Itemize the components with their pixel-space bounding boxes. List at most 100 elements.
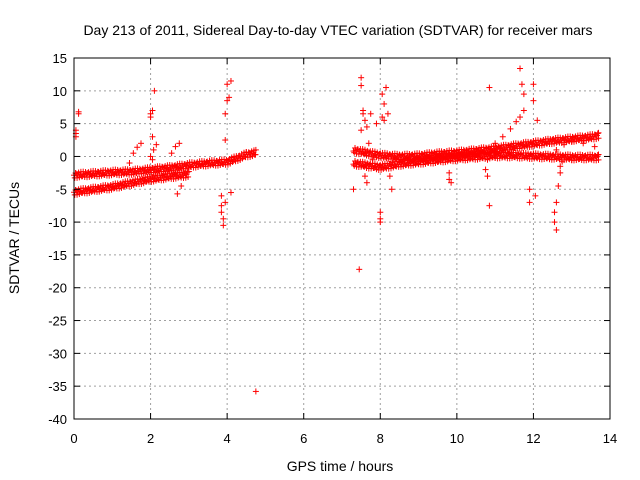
data-point: [557, 169, 564, 176]
data-point: [350, 186, 357, 193]
x-tick-label: 0: [70, 431, 77, 446]
data-point: [530, 97, 537, 104]
data-point: [526, 186, 533, 193]
data-point: [379, 91, 386, 98]
data-point: [484, 173, 491, 180]
data-point: [520, 107, 527, 114]
data-point: [226, 94, 233, 101]
data-point: [553, 146, 560, 153]
data-point: [386, 173, 393, 180]
data-point: [551, 219, 558, 226]
data-point: [555, 182, 562, 189]
data-point: [448, 179, 455, 186]
data-point: [551, 209, 558, 216]
data-point: [220, 222, 227, 229]
data-point: [178, 182, 185, 189]
series-segment-2-scattered: [350, 65, 566, 273]
data-point: [227, 77, 234, 84]
data-point: [591, 143, 598, 150]
chart-title: Day 213 of 2011, Sidereal Day-to-day VTE…: [83, 22, 592, 38]
data-point: [513, 118, 520, 125]
data-point: [553, 199, 560, 206]
data-point: [224, 97, 231, 104]
series-segment-1-band-lower: [71, 168, 192, 198]
data-point: [134, 144, 141, 151]
data-point: [361, 173, 368, 180]
y-tick-label: -30: [48, 346, 67, 361]
data-point: [252, 146, 259, 153]
data-point: [153, 141, 160, 148]
data-point: [172, 143, 179, 150]
data-point: [517, 65, 524, 72]
data-point: [227, 189, 234, 196]
series-segment-1-band-upper: [71, 146, 259, 181]
data-point: [361, 117, 368, 124]
y-tick-label: 5: [60, 117, 67, 132]
x-tick-label: 6: [300, 431, 307, 446]
data-point: [360, 110, 367, 117]
data-point: [526, 199, 533, 206]
data-point: [224, 81, 231, 88]
data-point: [218, 202, 225, 209]
y-tick-label: -15: [48, 248, 67, 263]
data-point: [147, 110, 154, 117]
data-point: [151, 87, 158, 94]
data-point: [149, 107, 156, 114]
data-point: [149, 156, 156, 163]
data-point: [595, 135, 602, 142]
data-point: [553, 226, 560, 233]
plot-frame: [73, 57, 611, 420]
x-tick-label: 12: [526, 431, 540, 446]
data-point: [520, 91, 527, 98]
data-point: [517, 114, 524, 121]
series-segment-1-scattered: [72, 77, 259, 395]
y-tick-label: -20: [48, 281, 67, 296]
data-point: [75, 108, 82, 115]
data-point: [482, 166, 489, 173]
y-tick-label: -5: [55, 182, 67, 197]
x-tick-label: 2: [147, 431, 154, 446]
data-point: [532, 192, 539, 199]
data-points: [71, 65, 602, 395]
data-point: [130, 150, 137, 157]
y-axis-label: SDTVAR / TECUs: [6, 182, 22, 294]
data-point: [499, 133, 506, 140]
data-point: [381, 117, 388, 124]
data-point: [486, 202, 493, 209]
data-point: [384, 110, 391, 117]
data-point: [222, 110, 229, 117]
data-point: [486, 84, 493, 91]
data-point: [377, 209, 384, 216]
data-point: [149, 133, 156, 140]
data-point: [377, 219, 384, 226]
data-point: [484, 156, 491, 163]
data-point: [363, 123, 370, 130]
data-point: [218, 209, 225, 216]
data-point: [126, 160, 133, 167]
data-point: [446, 169, 453, 176]
data-point: [594, 152, 601, 159]
data-point: [222, 137, 229, 144]
data-point: [580, 140, 587, 147]
data-point: [492, 140, 499, 147]
data-point: [373, 120, 380, 127]
series-segment-2-arcs: [492, 114, 598, 153]
data-point: [185, 173, 192, 180]
axis-ticks: 0 2 4 6 8 10 12 14 -40 -35 -30 -25 -20 -15 -10 -5 0 5 10 15: [48, 51, 617, 446]
data-point: [388, 186, 395, 193]
x-axis-label: GPS time / hours: [287, 458, 394, 474]
y-tick-label: -10: [48, 215, 67, 230]
data-point: [383, 84, 390, 91]
data-point: [530, 81, 537, 88]
data-point: [595, 156, 602, 163]
y-tick-label: 10: [53, 84, 67, 99]
data-point: [147, 153, 154, 160]
data-point: [367, 110, 374, 117]
y-tick-label: -40: [48, 412, 67, 427]
data-point: [381, 100, 388, 107]
data-point: [594, 130, 601, 137]
data-point: [358, 127, 365, 134]
data-point: [356, 266, 363, 273]
data-point: [559, 158, 566, 165]
